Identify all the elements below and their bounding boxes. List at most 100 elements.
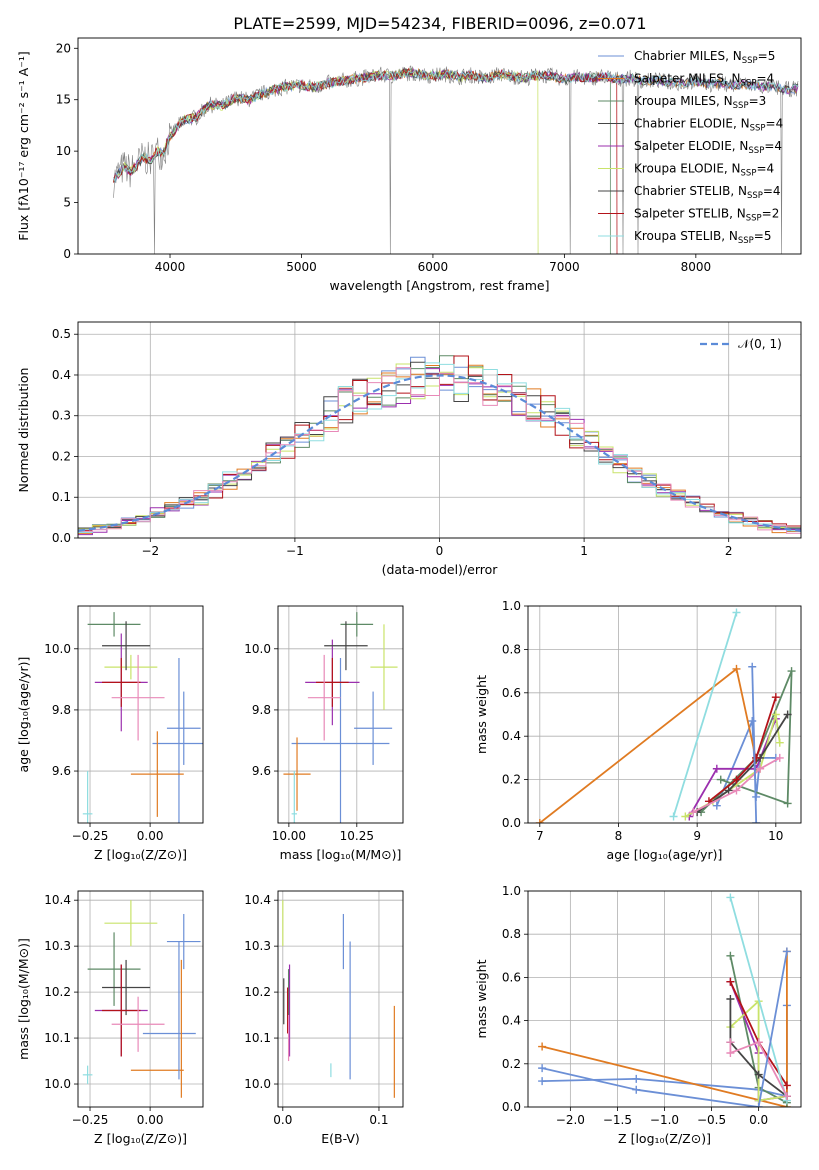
axes-spectrum: 4000 5000 6000 7000 8000 0 5 10 15 20 wavelength [… bbox=[16, 37, 802, 293]
x-tick-label: 7000 bbox=[549, 260, 580, 274]
y-tick-label: 10.4 bbox=[244, 893, 271, 907]
legend-entry: Salpeter MILES, NSSP=4 bbox=[634, 72, 774, 89]
errorbar-point bbox=[283, 737, 311, 811]
errorbar-point bbox=[87, 932, 141, 1006]
y-tick-label: 10 bbox=[56, 144, 71, 158]
y-tick-label: 10.1 bbox=[244, 1031, 271, 1045]
y-tick-label: 9.8 bbox=[52, 703, 71, 717]
y-tick-label: 0.4 bbox=[52, 368, 71, 382]
axes-frame bbox=[277, 605, 404, 824]
series-line bbox=[541, 951, 788, 1107]
x-tick-label: −1.5 bbox=[603, 1113, 632, 1127]
legend-entry: Salpeter STELIB, NSSP=2 bbox=[634, 207, 779, 224]
x-tick-label: −1.0 bbox=[650, 1113, 679, 1127]
legend-entry: 𝒩(0, 1) bbox=[738, 337, 782, 351]
series-marker bbox=[726, 995, 735, 1003]
axes-frame bbox=[527, 605, 802, 824]
y-axis-label: mass [log₁₀(M/M⊙)] bbox=[16, 938, 31, 1060]
errorbar-point bbox=[354, 691, 393, 765]
series-marker bbox=[782, 1092, 791, 1101]
x-axis-label: E(B-V) bbox=[321, 1131, 360, 1146]
y-tick-label: 0.2 bbox=[502, 1057, 521, 1071]
axes-frame bbox=[527, 890, 802, 1108]
y-axis-label: age [log₁₀(age/yr)] bbox=[16, 657, 31, 773]
axes-mass_age: 10.00 10.25 9.6 9.8 10.0 mass [log₁₀(M/M⊙)] bbox=[244, 605, 404, 862]
series-marker bbox=[748, 662, 757, 671]
x-axis-label: Z [log₁₀(Z/Z⊙)] bbox=[618, 1131, 711, 1146]
x-axis-label: age [log₁₀(age/yr)] bbox=[607, 847, 723, 862]
y-tick-label: 0.0 bbox=[502, 816, 521, 830]
y-tick-label: 5 bbox=[63, 196, 71, 210]
normal-curve bbox=[78, 374, 801, 532]
errorbar-point bbox=[111, 654, 165, 741]
y-tick-label: 0.4 bbox=[502, 729, 521, 743]
x-tick-label: −2.0 bbox=[556, 1113, 585, 1127]
series-marker bbox=[716, 775, 725, 784]
x-tick-label: 0.1 bbox=[369, 1113, 388, 1127]
x-tick-label: 7 bbox=[536, 829, 544, 843]
model-spectrum-line bbox=[113, 68, 611, 254]
y-axis-label: Normed distribution bbox=[16, 368, 31, 493]
series-line bbox=[541, 951, 788, 1107]
legend-entry: Chabrier MILES, NSSP=5 bbox=[634, 49, 775, 66]
series-marker bbox=[712, 801, 721, 810]
series-marker bbox=[726, 1038, 735, 1047]
x-axis-label: Z [log₁₀(Z/Z⊙)] bbox=[94, 847, 187, 862]
series-marker bbox=[783, 799, 792, 808]
axes-frame bbox=[77, 37, 802, 255]
y-tick-label: 10.2 bbox=[44, 985, 71, 999]
plot-area bbox=[82, 612, 203, 823]
x-axis-label: wavelength [Angstrom, rest frame] bbox=[329, 278, 549, 293]
x-axis-label: Z [log₁₀(Z/Z⊙)] bbox=[94, 1131, 187, 1146]
errorbar-point bbox=[291, 771, 298, 823]
series-marker bbox=[669, 812, 678, 821]
y-tick-label: 20 bbox=[56, 41, 71, 55]
y-tick-label: 10.3 bbox=[244, 939, 271, 953]
axes-z_weight: −2.0 −1.5 −1.0 −0.5 0.0 0.0 0.2 0.4 0.6 0.8 1.0 Z [… bbox=[474, 884, 802, 1146]
x-tick-label: 1 bbox=[580, 544, 588, 558]
x-tick-label: 0 bbox=[436, 544, 444, 558]
series-marker bbox=[771, 710, 780, 719]
x-tick-label: 6000 bbox=[418, 260, 449, 274]
x-tick-label: 0.0 bbox=[273, 1113, 292, 1127]
series-marker bbox=[538, 1042, 547, 1051]
y-tick-label: 1.0 bbox=[502, 884, 521, 898]
y-tick-label: 0.3 bbox=[52, 409, 71, 423]
x-tick-label: −0.25 bbox=[72, 829, 109, 843]
x-tick-label: −1 bbox=[286, 544, 304, 558]
axes-frame bbox=[77, 890, 204, 1108]
series-marker bbox=[732, 775, 741, 784]
series-marker bbox=[752, 753, 761, 762]
model-spectrum-line bbox=[113, 68, 799, 183]
y-tick-label: 1.0 bbox=[502, 599, 521, 613]
y-tick-label: 10.4 bbox=[44, 893, 71, 907]
x-axis-label: mass [log₁₀(M/M⊙)] bbox=[280, 847, 402, 862]
x-tick-label: 10.25 bbox=[340, 829, 374, 843]
series-line bbox=[729, 999, 788, 1097]
series-line bbox=[539, 667, 758, 823]
y-tick-label: 10.0 bbox=[44, 642, 71, 656]
series-marker bbox=[752, 819, 761, 823]
legend-entry: Chabrier STELIB, NSSP=4 bbox=[634, 184, 781, 201]
errorbar-point bbox=[102, 657, 141, 707]
y-tick-label: 0.2 bbox=[52, 449, 71, 463]
y-tick-label: 0.4 bbox=[502, 1014, 521, 1028]
y-tick-label: 10.1 bbox=[44, 1031, 71, 1045]
series-marker bbox=[712, 764, 721, 773]
x-tick-label: 9 bbox=[693, 829, 701, 843]
series-line bbox=[692, 757, 781, 813]
x-tick-label: 10.00 bbox=[272, 829, 306, 843]
y-tick-label: 0.2 bbox=[502, 773, 521, 787]
y-axis-label: mass weight bbox=[474, 959, 489, 1038]
series-marker bbox=[632, 1085, 641, 1094]
y-tick-label: 0.8 bbox=[502, 927, 521, 941]
series-marker bbox=[689, 808, 698, 817]
series-marker bbox=[732, 608, 741, 617]
x-tick-label: 0.00 bbox=[137, 1113, 164, 1127]
y-tick-label: 9.6 bbox=[52, 764, 71, 778]
errorbar-point bbox=[307, 654, 341, 741]
series-marker bbox=[782, 1081, 791, 1090]
legend-entry: Kroupa STELIB, NSSP=5 bbox=[634, 229, 772, 246]
series-line bbox=[751, 666, 758, 823]
